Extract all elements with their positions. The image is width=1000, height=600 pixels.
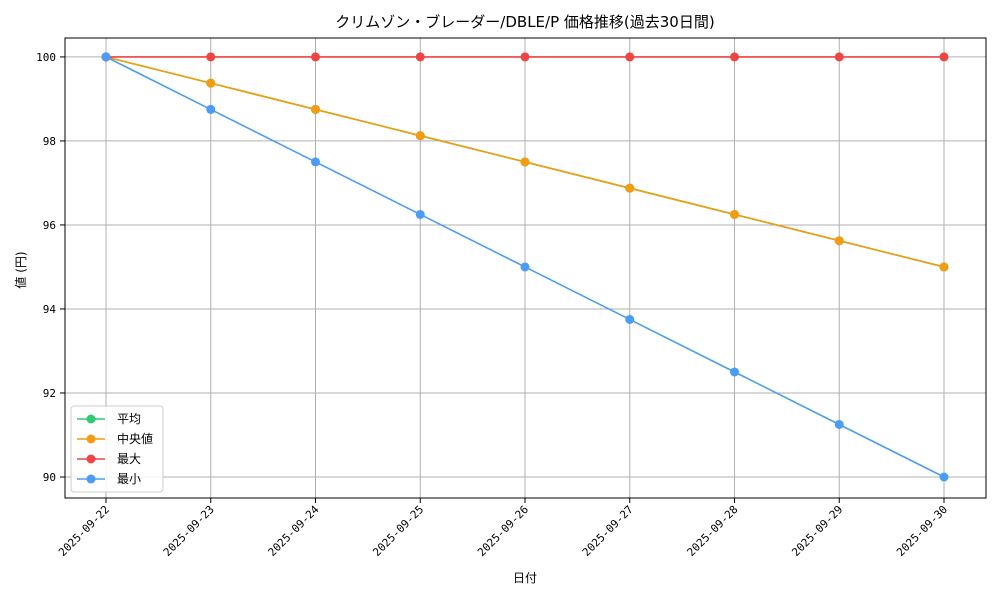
legend-item: 最小 xyxy=(77,472,141,486)
y-tick-label: 90 xyxy=(43,471,56,484)
data-point xyxy=(625,52,635,62)
series-3 xyxy=(101,52,949,482)
x-tick-label: 2025-09-22 xyxy=(56,503,112,559)
legend-label: 最小 xyxy=(117,472,141,486)
data-point xyxy=(625,314,635,324)
data-point xyxy=(730,52,739,62)
data-point xyxy=(311,104,320,114)
data-point xyxy=(415,131,425,141)
legend-marker xyxy=(86,414,96,424)
data-point xyxy=(415,52,425,62)
data-point xyxy=(834,52,844,62)
data-point xyxy=(834,236,844,246)
data-point xyxy=(939,52,949,62)
legend-item: 中央値 xyxy=(77,431,153,446)
data-point xyxy=(101,52,111,62)
legend-label: 平均 xyxy=(117,412,141,426)
y-tick-label: 94 xyxy=(43,303,57,316)
data-point xyxy=(311,52,320,62)
legend-marker xyxy=(86,434,96,444)
x-tick-label: 2025-09-26 xyxy=(475,503,531,559)
y-tick-label: 96 xyxy=(43,219,56,232)
legend-marker xyxy=(86,474,96,484)
data-point xyxy=(520,157,530,167)
x-tick-label: 2025-09-30 xyxy=(894,503,950,559)
x-tick-label: 2025-09-24 xyxy=(266,503,322,559)
x-tick-label: 2025-09-27 xyxy=(580,503,636,559)
legend-item: 最大 xyxy=(77,452,141,466)
chart-title: クリムゾン・ブレーダー/DBLE/P 価格推移(過去30日間) xyxy=(335,13,714,31)
legend-marker xyxy=(86,454,96,464)
data-point xyxy=(939,472,949,482)
y-tick-label: 100 xyxy=(36,51,56,64)
data-point xyxy=(730,209,739,219)
axis-ticks: 2025-09-22 2025-09-23 2025-09-24 2025-09-25… xyxy=(36,51,950,559)
y-tick-label: 92 xyxy=(43,387,56,400)
data-point xyxy=(206,78,216,88)
data-point xyxy=(939,262,949,272)
series-2 xyxy=(101,52,949,62)
x-tick-label: 2025-09-25 xyxy=(370,503,426,559)
series-group xyxy=(101,52,949,482)
legend-item: 平均 xyxy=(77,412,141,426)
grid xyxy=(65,38,986,498)
y-tick-label: 98 xyxy=(43,135,56,148)
data-point xyxy=(520,52,530,62)
x-tick-label: 2025-09-28 xyxy=(685,503,741,559)
x-tick-label: 2025-09-29 xyxy=(789,503,845,559)
data-point xyxy=(520,262,530,272)
x-tick-label: 2025-09-23 xyxy=(161,503,217,559)
data-point xyxy=(206,52,216,62)
x-axis-label: 日付 xyxy=(513,571,537,585)
data-point xyxy=(415,209,425,219)
y-axis-label: 値 (円) xyxy=(13,251,28,288)
data-point xyxy=(730,367,739,377)
data-point xyxy=(206,104,216,114)
legend-label: 最大 xyxy=(117,452,141,466)
data-point xyxy=(311,157,320,167)
data-point xyxy=(834,419,844,429)
legend-label: 中央値 xyxy=(117,431,153,446)
legend-box xyxy=(70,405,164,493)
data-point xyxy=(625,183,635,193)
